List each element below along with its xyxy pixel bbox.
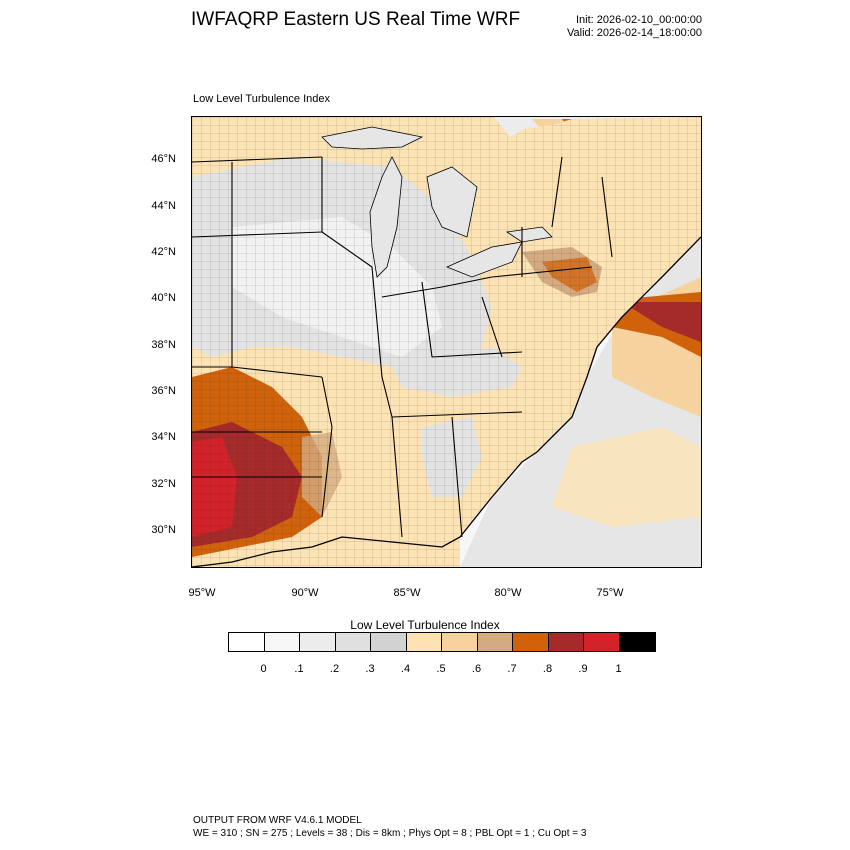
colorbar-tick-label: .9: [578, 663, 588, 675]
colorbar-tick-label: .5: [436, 663, 446, 675]
colorbar-tick-label: .8: [542, 663, 553, 675]
lat-label-46: 46°N: [151, 153, 176, 165]
lat-label-36: 36°N: [151, 385, 176, 397]
lat-label-34: 34°N: [151, 431, 176, 443]
colorbar: [228, 632, 656, 652]
colorbar-tick-label: .3: [365, 663, 375, 675]
lat-label-40: 40°N: [151, 292, 176, 304]
turbulence-map: [191, 117, 702, 568]
lat-label-32: 32°N: [151, 478, 176, 490]
valid-time: Valid: 2026-02-14_18:00:00: [567, 27, 702, 39]
lon-label-85: 85°W: [393, 587, 421, 599]
colorbar-swatch: [513, 633, 549, 651]
page-title: IWFAQRP Eastern US Real Time WRF: [191, 9, 521, 30]
colorbar-title: Low Level Turbulence Index: [350, 618, 500, 632]
colorbar-tick-label: 1: [615, 663, 622, 675]
map-frame: [191, 116, 702, 568]
colorbar-tick-label: .7: [507, 663, 517, 675]
colorbar-swatch: [229, 633, 265, 651]
colorbar-swatch: [584, 633, 620, 651]
lake-ontario: [505, 226, 553, 243]
footer-model: OUTPUT FROM WRF V4.6.1 MODEL: [193, 815, 362, 826]
colorbar-swatch: [619, 633, 655, 651]
ocean-light-tan: [552, 427, 701, 527]
colorbar-swatch: [371, 633, 407, 651]
lake-huron: [426, 166, 478, 238]
colorbar-swatch: [477, 633, 513, 651]
lake-erie: [445, 241, 523, 278]
lat-label-38: 38°N: [151, 339, 176, 351]
coastline: [191, 236, 702, 568]
colorbar-tick-label: .4: [400, 663, 411, 675]
colorbar-swatch: [442, 633, 478, 651]
state-boundaries: [191, 156, 613, 538]
colorbar-swatch: [548, 633, 584, 651]
colorbar-swatch: [264, 633, 300, 651]
colorbar-tick-label: 0: [260, 663, 267, 675]
ocean-red: [622, 302, 701, 342]
colorbar-swatch: [335, 633, 371, 651]
lon-label-95: 95°W: [188, 587, 216, 599]
colorbar-tick-label: .2: [329, 663, 340, 675]
lon-label-80: 80°W: [494, 587, 522, 599]
lake-michigan: [369, 156, 403, 278]
init-time: Init: 2026-02-10_00:00:00: [576, 14, 702, 26]
lon-label-75: 75°W: [596, 587, 624, 599]
lon-label-90: 90°W: [291, 587, 319, 599]
colorbar-tick-label: .1: [294, 663, 304, 675]
colorbar-swatch: [406, 633, 442, 651]
lat-label-30: 30°N: [151, 524, 176, 536]
footer-config: WE = 310 ; SN = 275 ; Levels = 38 ; Dis …: [193, 828, 587, 839]
colorbar-swatch: [300, 633, 336, 651]
map-subtitle: Low Level Turbulence Index: [193, 93, 330, 105]
lake-superior: [321, 126, 424, 150]
lat-label-44: 44°N: [151, 200, 176, 212]
lat-label-42: 42°N: [151, 246, 176, 258]
colorbar-tick-label: .6: [471, 663, 482, 675]
